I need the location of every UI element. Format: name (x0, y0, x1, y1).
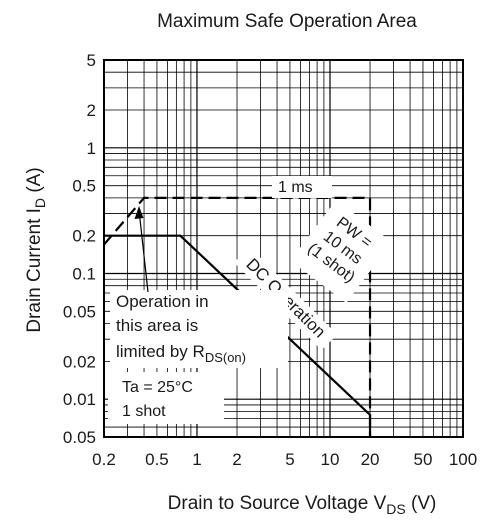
x-tick-label: 0.2 (92, 450, 116, 469)
annotation-rds-line2: this area is (116, 316, 198, 335)
annotation-bg-cond (108, 372, 224, 424)
annotation-rds-line3: limited by RDS(on) (116, 342, 246, 365)
annotation-cond-line2: 1 shot (122, 403, 166, 420)
x-axis-label: Drain to Source Voltage VDS (V) (168, 493, 437, 517)
rds-arrow-head (134, 206, 144, 219)
annotation-rds-line1: Operation in (116, 292, 209, 311)
y-tick-label: 0.1 (72, 265, 96, 284)
plot-frame (103, 59, 464, 438)
annotation-pw: PW = 10 ms (1 shot) (290, 199, 393, 303)
annotation-bg-rds (110, 290, 288, 368)
y-axis-label: Drain Current ID (A) (24, 167, 48, 332)
annotation-bg-1ms (272, 176, 332, 198)
y-tick-label: 2 (87, 101, 96, 120)
y-tick-label: 0.05 (63, 428, 96, 447)
x-tick-label: 10 (321, 450, 340, 469)
x-tick-label: 2 (232, 450, 241, 469)
x-tick-label: 5 (285, 450, 294, 469)
annotation-cond-line1: Ta = 25°C (122, 379, 193, 396)
y-tick-label: 5 (87, 51, 96, 70)
x-tick-label: 50 (413, 450, 432, 469)
y-tick-label: 0.01 (63, 390, 96, 409)
y-tick-label: 0.5 (72, 177, 96, 196)
y-tick-label: 1 (87, 139, 96, 158)
y-tick-label: 0.05 (63, 302, 96, 321)
x-tick-label: 100 (449, 450, 477, 469)
x-tick-label: 1 (192, 450, 201, 469)
x-tick-label: 20 (361, 450, 380, 469)
chart-title: Maximum Safe Operation Area (157, 11, 417, 32)
rds-arrow (138, 209, 149, 293)
series-line-pulse (103, 196, 372, 437)
annotation-1ms: 1 ms (278, 179, 313, 196)
x-tick-label: 0.5 (145, 450, 169, 469)
tick-labels: 0.2 0.5 1 2 5 10 20 50 100 5 2 1 0.5 0.2 0.1 0.05 0.02 0.… (63, 51, 477, 469)
y-tick-label: 0.2 (72, 227, 96, 246)
y-tick-label: 0.02 (63, 352, 96, 371)
